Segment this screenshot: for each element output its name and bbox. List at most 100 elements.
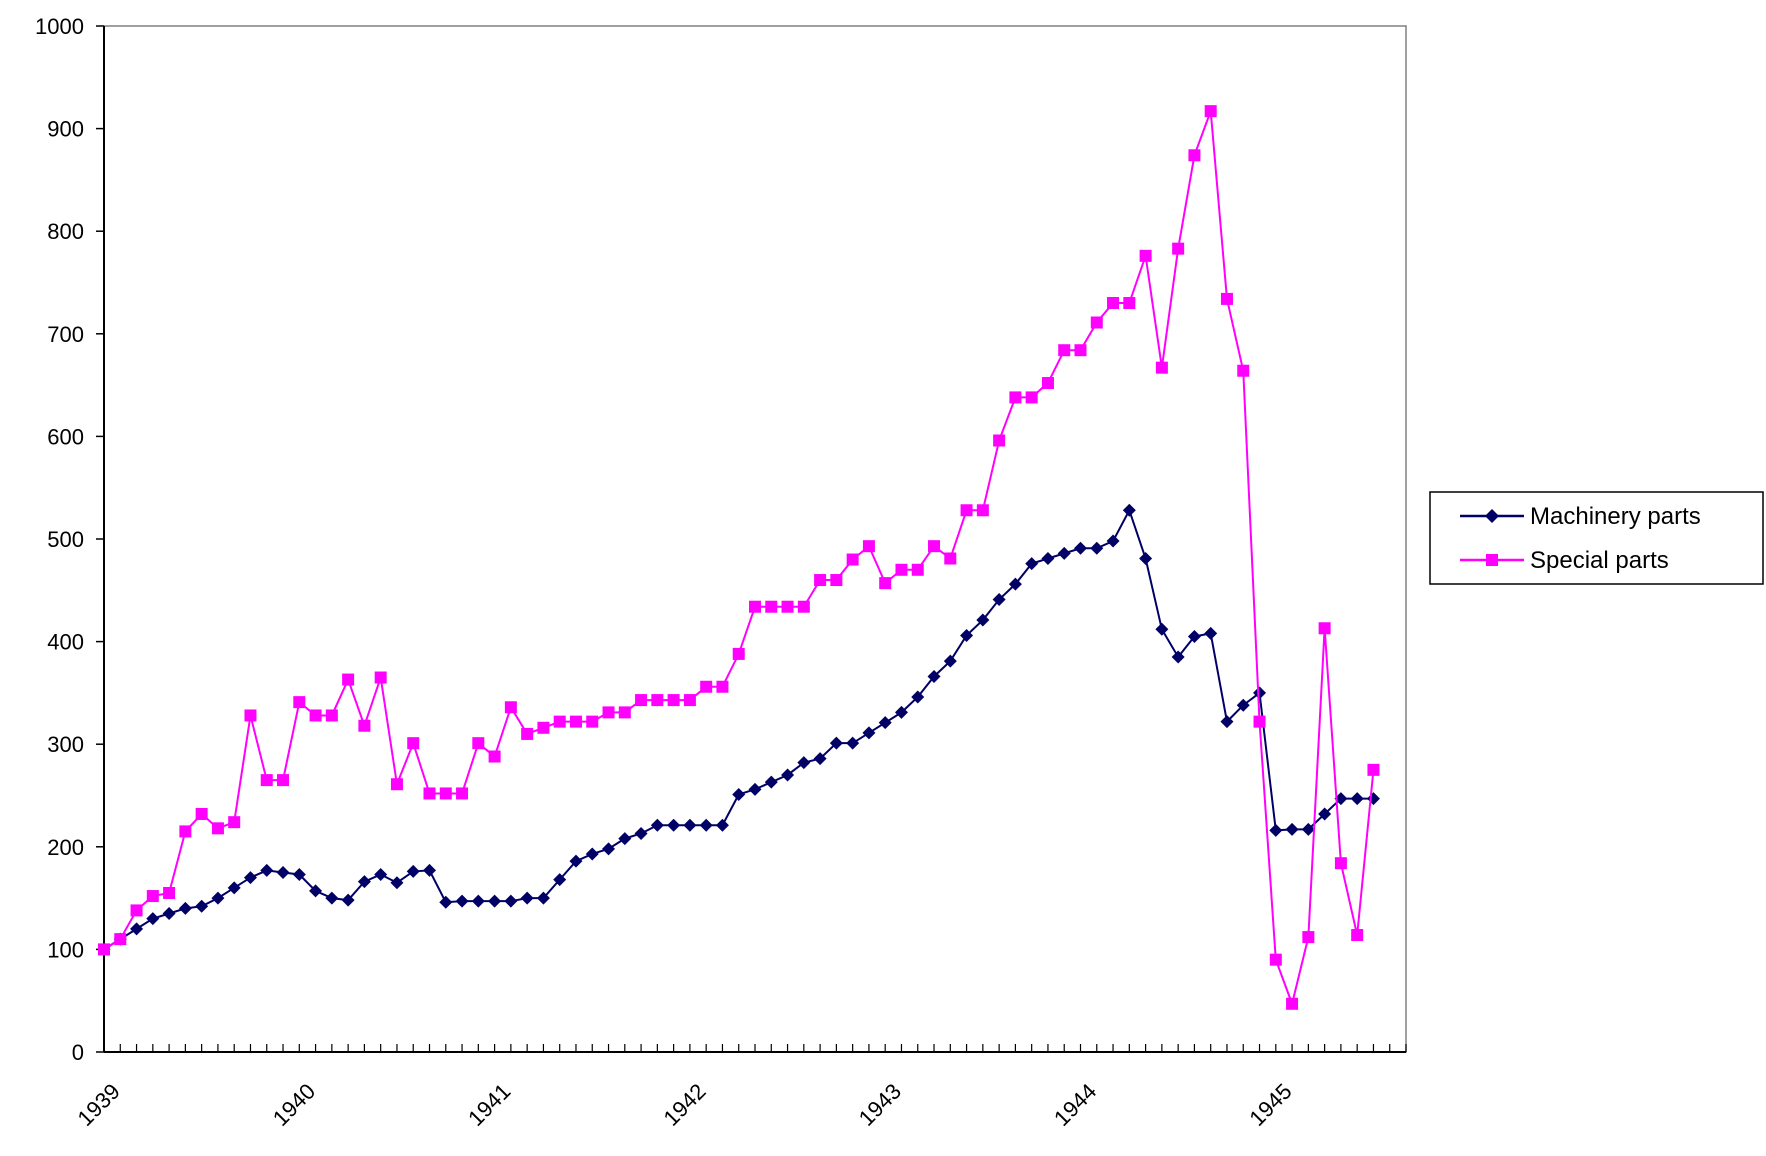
data-point: [520, 891, 534, 905]
data-point: [928, 540, 941, 553]
data-point: [488, 894, 502, 908]
data-point: [683, 818, 697, 832]
data-point: [537, 721, 550, 734]
data-point: [211, 822, 224, 835]
data-point: [521, 727, 534, 740]
data-point: [618, 832, 632, 846]
data-point: [1204, 626, 1218, 640]
data-point: [553, 715, 566, 728]
data-point: [1285, 822, 1299, 836]
data-point: [1253, 686, 1267, 700]
data-point: [309, 709, 322, 722]
data-point: [407, 737, 420, 750]
data-point: [943, 654, 957, 668]
data-point: [650, 818, 664, 832]
data-point: [765, 600, 778, 613]
data-point: [732, 647, 745, 660]
data-point: [651, 694, 664, 707]
x-tick-label: 1945: [1244, 1079, 1296, 1131]
data-point: [455, 894, 469, 908]
legend-box: [1429, 491, 1764, 585]
data-point: [569, 854, 583, 868]
data-point: [472, 737, 485, 750]
data-point: [1318, 622, 1331, 635]
data-point: [1058, 344, 1071, 357]
y-tick-label: 200: [47, 835, 84, 860]
data-point: [944, 552, 957, 565]
y-axis: 0 100 200 300 400 500 600 700 800 900 1000: [35, 14, 104, 1065]
data-point: [1107, 297, 1120, 310]
data-point: [700, 680, 713, 693]
data-point: [1074, 344, 1087, 357]
data-point: [163, 886, 176, 899]
data-point: [292, 868, 306, 882]
data-point: [781, 600, 794, 613]
data-point: [683, 694, 696, 707]
data-point: [358, 719, 371, 732]
data-point: [114, 933, 127, 946]
data-point: [797, 600, 810, 613]
data-point: [797, 756, 811, 770]
data-point: [1302, 931, 1315, 944]
data-point: [814, 574, 827, 587]
data-point: [732, 787, 746, 801]
data-point: [1025, 557, 1039, 571]
data-point: [325, 709, 338, 722]
data-point: [1220, 292, 1233, 305]
data-point: [195, 807, 208, 820]
data-point: [179, 825, 192, 838]
data-point: [1123, 297, 1136, 310]
data-point: [146, 912, 160, 926]
data-point: [423, 787, 436, 800]
data-point: [1269, 823, 1283, 837]
data-point: [504, 701, 517, 714]
y-tick-label: 700: [47, 322, 84, 347]
data-point: [895, 563, 908, 576]
data-point: [456, 787, 469, 800]
data-point: [309, 884, 323, 898]
legend-label: Special parts: [1530, 547, 1669, 574]
data-point: [162, 906, 176, 920]
y-tick-label: 0: [72, 1040, 84, 1065]
data-point: [98, 943, 110, 956]
data-point: [813, 752, 827, 766]
data-point: [635, 694, 648, 707]
data-point: [1057, 546, 1071, 560]
data-point: [1351, 929, 1364, 942]
y-tick-label: 300: [47, 732, 84, 757]
data-point: [992, 593, 1006, 607]
data-point: [1041, 377, 1054, 390]
plot-border: [103, 25, 1407, 1053]
data-point: [1172, 242, 1185, 255]
data-point: [1253, 715, 1266, 728]
data-point: [1236, 698, 1250, 712]
series-layer: [97, 105, 1380, 1010]
data-point: [406, 864, 420, 878]
data-point: [1204, 105, 1217, 118]
data-point: [390, 778, 403, 791]
data-point: [178, 901, 192, 915]
data-point: [1008, 577, 1022, 591]
data-point: [146, 890, 159, 903]
data-point: [1367, 763, 1380, 776]
data-point: [927, 669, 941, 683]
data-point: [829, 736, 843, 750]
data-point: [504, 894, 518, 908]
y-tick-label: 900: [47, 117, 84, 142]
data-point: [1041, 551, 1055, 565]
data-point: [699, 818, 713, 832]
data-point: [1122, 503, 1136, 517]
data-point: [715, 818, 729, 832]
data-point: [1318, 807, 1332, 821]
data-point: [846, 553, 859, 566]
data-point: [716, 680, 729, 693]
data-point: [830, 574, 843, 587]
y-tick-label: 1000: [35, 14, 84, 39]
data-point: [423, 863, 436, 877]
data-point: [130, 922, 144, 936]
legend-marker: [1486, 554, 1498, 566]
data-point: [341, 893, 355, 907]
data-point: [211, 891, 225, 905]
